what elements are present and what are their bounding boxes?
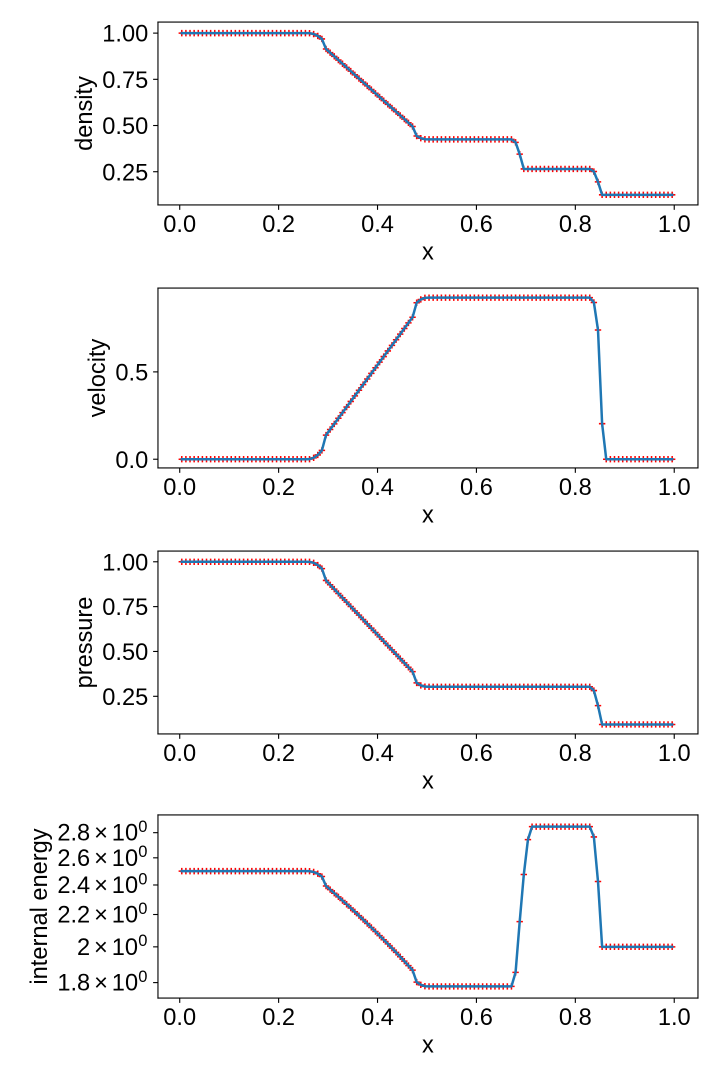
svg-text:0.8: 0.8 [559,475,592,501]
svg-text:0.50: 0.50 [102,640,148,666]
svg-text:0.2: 0.2 [262,741,295,767]
svg-text:0.25: 0.25 [102,160,148,186]
svg-text:x: x [422,502,434,528]
svg-text:velocity: velocity [85,338,111,417]
svg-text:internal energy: internal energy [27,828,53,984]
svg-text:0.75: 0.75 [102,68,148,94]
svg-text:2 . 8: 2 . 8 × 1 0 0 [57,817,147,847]
svg-text:2 × 1: 2 × 1 0 0 [77,931,147,961]
svg-text:0.0: 0.0 [163,1005,196,1031]
svg-text:x: x [422,239,434,265]
svg-text:0.6: 0.6 [460,1005,493,1031]
svg-text:0.8: 0.8 [559,1005,592,1031]
svg-text:0.0: 0.0 [115,448,148,474]
svg-text:0.8: 0.8 [559,741,592,767]
svg-text:pressure: pressure [72,597,98,689]
svg-text:0.6: 0.6 [460,741,493,767]
svg-text:1.00: 1.00 [102,550,148,576]
svg-text:0.4: 0.4 [361,741,394,767]
svg-text:0.6: 0.6 [460,212,493,238]
svg-text:0.5: 0.5 [115,360,148,386]
svg-text:0.0: 0.0 [163,212,196,238]
svg-text:1.0: 1.0 [658,212,691,238]
svg-text:2 . 2: 2 . 2 × 1 0 0 [57,899,147,929]
svg-text:density: density [72,76,98,151]
svg-text:0.2: 0.2 [262,1005,295,1031]
svg-text:0.2: 0.2 [262,212,295,238]
svg-text:0.0: 0.0 [163,741,196,767]
svg-text:1.0: 1.0 [658,1005,691,1031]
svg-text:0.0: 0.0 [163,475,196,501]
svg-text:0.8: 0.8 [559,212,592,238]
svg-text:1.0: 1.0 [658,475,691,501]
svg-text:0.4: 0.4 [361,1005,394,1031]
svg-text:0.2: 0.2 [262,475,295,501]
svg-text:1 . 8: 1 . 8 × 1 0 0 [57,967,147,997]
svg-text:x: x [422,1032,434,1058]
svg-text:0.25: 0.25 [102,685,148,711]
svg-text:2 . 4: 2 . 4 × 1 0 0 [57,869,147,899]
svg-text:0.6: 0.6 [460,475,493,501]
svg-text:1.0: 1.0 [658,741,691,767]
svg-text:0.4: 0.4 [361,475,394,501]
svg-text:1.00: 1.00 [102,22,148,48]
svg-text:0.75: 0.75 [102,595,148,621]
svg-text:x: x [422,768,434,794]
svg-text:0.50: 0.50 [102,114,148,140]
svg-text:0.4: 0.4 [361,212,394,238]
